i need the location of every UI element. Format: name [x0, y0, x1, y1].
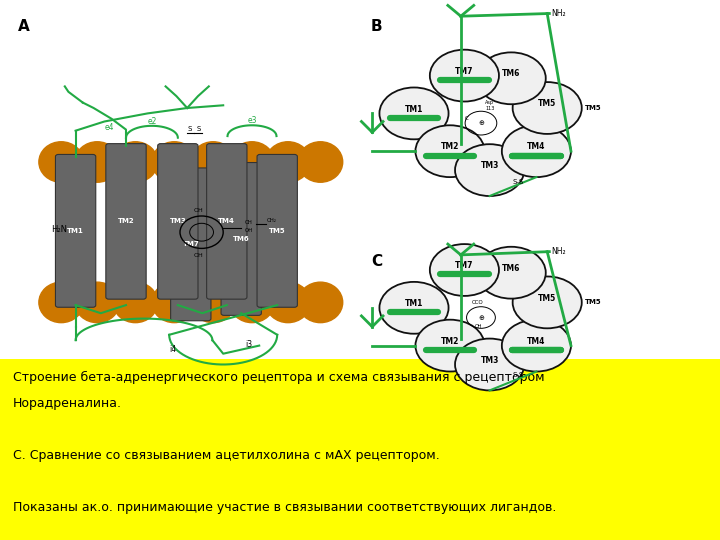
- Text: NH₂: NH₂: [551, 9, 565, 18]
- Text: TM3: TM3: [480, 161, 499, 170]
- FancyBboxPatch shape: [158, 144, 198, 299]
- Ellipse shape: [266, 141, 310, 183]
- Ellipse shape: [39, 141, 84, 183]
- FancyBboxPatch shape: [0, 359, 720, 540]
- Text: CH₂: CH₂: [266, 219, 276, 224]
- Text: TM6: TM6: [502, 264, 521, 273]
- Text: S  S: S S: [188, 126, 201, 132]
- Text: TM4: TM4: [527, 337, 546, 346]
- Text: TM3: TM3: [169, 218, 186, 225]
- Circle shape: [513, 276, 582, 328]
- Circle shape: [502, 125, 571, 177]
- FancyBboxPatch shape: [55, 154, 96, 307]
- Ellipse shape: [75, 141, 120, 183]
- Ellipse shape: [113, 282, 158, 322]
- Text: TM6: TM6: [233, 236, 250, 242]
- Ellipse shape: [298, 141, 343, 183]
- Text: Строение бета-адренергического рецептора и схема связывания с рецептором: Строение бета-адренергического рецептора…: [13, 371, 544, 384]
- Text: TM1: TM1: [405, 299, 423, 308]
- Text: e4: e4: [104, 123, 114, 132]
- Circle shape: [415, 320, 485, 372]
- Ellipse shape: [230, 282, 274, 322]
- Ellipse shape: [152, 141, 197, 183]
- Text: TM2: TM2: [441, 143, 459, 151]
- Circle shape: [455, 339, 524, 390]
- FancyBboxPatch shape: [171, 168, 211, 321]
- Text: NH₂: NH₂: [551, 247, 565, 256]
- Text: A: A: [18, 19, 30, 34]
- Text: TM4: TM4: [218, 218, 235, 225]
- Text: TM3: TM3: [480, 356, 499, 364]
- Ellipse shape: [75, 282, 120, 322]
- Ellipse shape: [191, 282, 235, 322]
- Circle shape: [430, 244, 499, 296]
- Text: TM7: TM7: [182, 241, 199, 247]
- Ellipse shape: [266, 282, 310, 322]
- Text: ⊕: ⊕: [478, 314, 484, 321]
- Text: S-S: S-S: [513, 372, 524, 378]
- Text: e2: e2: [147, 117, 157, 126]
- Text: OH: OH: [193, 253, 203, 258]
- Text: OH: OH: [475, 325, 482, 329]
- Ellipse shape: [152, 282, 197, 322]
- Text: C: C: [465, 117, 469, 122]
- FancyBboxPatch shape: [207, 144, 247, 299]
- Text: TM2: TM2: [441, 337, 459, 346]
- Circle shape: [379, 282, 449, 334]
- Circle shape: [502, 320, 571, 372]
- Text: TM1: TM1: [67, 228, 84, 234]
- Text: C: C: [371, 254, 382, 269]
- Circle shape: [430, 50, 499, 102]
- Text: TM7: TM7: [455, 67, 474, 76]
- Circle shape: [477, 52, 546, 104]
- Text: H₂N: H₂N: [51, 225, 67, 234]
- Text: ⊕: ⊕: [478, 120, 484, 126]
- Text: TM6: TM6: [502, 70, 521, 78]
- Text: TM5: TM5: [269, 228, 286, 234]
- Text: B: B: [371, 19, 382, 34]
- Text: TM2: TM2: [117, 218, 135, 225]
- Text: CH: CH: [245, 220, 253, 225]
- Text: Норадреналина.: Норадреналина.: [13, 397, 122, 410]
- Text: e3: e3: [247, 116, 257, 125]
- Text: OH: OH: [245, 228, 253, 233]
- Text: TM4: TM4: [527, 143, 546, 151]
- Circle shape: [379, 87, 449, 139]
- Circle shape: [415, 125, 485, 177]
- Ellipse shape: [230, 141, 274, 183]
- Text: TM7: TM7: [455, 261, 474, 270]
- Text: i3: i3: [245, 340, 252, 349]
- Text: OH: OH: [193, 208, 203, 213]
- Text: TM1: TM1: [405, 105, 423, 113]
- Text: S-S: S-S: [513, 179, 524, 185]
- Text: TM5: TM5: [538, 99, 557, 108]
- FancyBboxPatch shape: [221, 163, 261, 315]
- Ellipse shape: [113, 141, 158, 183]
- Ellipse shape: [191, 141, 235, 183]
- FancyBboxPatch shape: [257, 154, 297, 307]
- Text: С. Сравнение со связыванием ацетилхолина с мАХ рецептором.: С. Сравнение со связыванием ацетилхолина…: [13, 449, 440, 462]
- Circle shape: [477, 247, 546, 299]
- Text: i4: i4: [169, 345, 176, 354]
- Circle shape: [513, 82, 582, 134]
- FancyBboxPatch shape: [106, 144, 146, 299]
- Ellipse shape: [39, 282, 84, 322]
- Text: TM5: TM5: [585, 299, 602, 306]
- Text: Показаны ак.о. принимающие участие в связывании соответствующих лигандов.: Показаны ак.о. принимающие участие в свя…: [13, 501, 557, 514]
- Ellipse shape: [298, 282, 343, 322]
- Text: CCO: CCO: [472, 300, 483, 305]
- Text: TM5: TM5: [538, 294, 557, 302]
- Text: Asp
113: Asp 113: [485, 100, 495, 111]
- Text: TM5: TM5: [585, 105, 602, 111]
- Circle shape: [455, 144, 524, 196]
